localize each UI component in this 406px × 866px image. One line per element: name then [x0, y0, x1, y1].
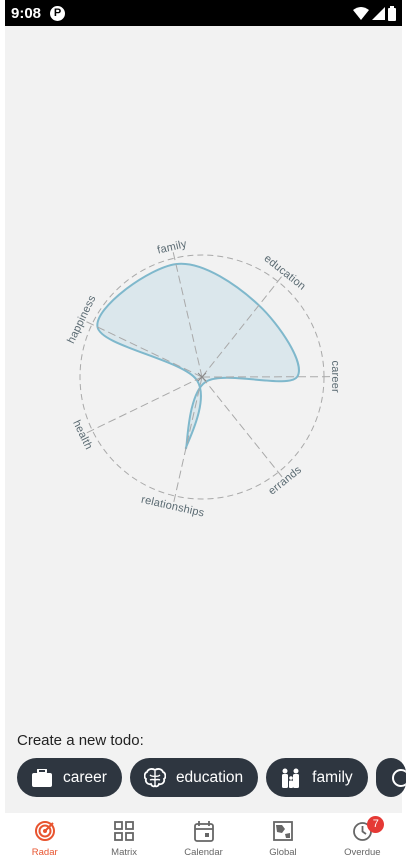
- chip-career[interactable]: career: [17, 758, 122, 797]
- axis-label-family: family: [156, 238, 188, 256]
- nav-calendar[interactable]: Calendar: [164, 813, 243, 866]
- brain-icon: [143, 767, 166, 789]
- frame-edge-right: [402, 0, 406, 866]
- axis-line-happiness: [86, 321, 203, 378]
- radar-chart[interactable]: familyeducationcareererrandsrelationship…: [5, 26, 402, 726]
- status-icons: [353, 5, 396, 21]
- main-content: family education career errands relationship…: [5, 26, 406, 813]
- briefcase-icon: [31, 767, 53, 789]
- bottom-navigation: Radar Matrix Calendar Global 7 Overdue: [5, 813, 402, 866]
- nav-label: Calendar: [184, 847, 223, 858]
- axis-line-health: [86, 376, 203, 434]
- status-bar: 9:08 P: [5, 0, 402, 26]
- nav-radar[interactable]: Radar: [5, 813, 84, 866]
- nav-matrix[interactable]: Matrix: [84, 813, 163, 866]
- center-marker: [197, 372, 207, 382]
- axis-label-relationships: relationships: [140, 494, 206, 520]
- axis-line-errands: [201, 376, 283, 478]
- nav-global[interactable]: Global: [243, 813, 322, 866]
- status-time: 9:08: [11, 5, 42, 22]
- create-todo-label: Create a new todo:: [17, 732, 144, 749]
- partial-chip-icon: [390, 767, 406, 789]
- axis-label-errands: errands: [266, 464, 304, 498]
- nav-label: Global: [269, 847, 297, 858]
- nav-label: Matrix: [111, 847, 138, 858]
- battery-icon: [388, 5, 396, 21]
- overdue-badge: 7: [367, 816, 385, 833]
- axis-label-career: career: [329, 360, 341, 393]
- chip-label: education: [175, 768, 244, 786]
- chip-family[interactable]: family: [266, 758, 368, 797]
- wifi-icon: [353, 6, 369, 20]
- nav-label: Radar: [31, 847, 58, 858]
- axis-line-family: [172, 252, 203, 378]
- global-icon: [272, 820, 294, 842]
- radar-icon: [34, 820, 56, 842]
- axis-label-happiness: happiness: [65, 293, 98, 345]
- axis-label-health: health: [70, 418, 94, 451]
- signal-icon: [372, 6, 385, 20]
- axis-line-relationships: [173, 376, 203, 502]
- chip-label: family: [312, 768, 353, 786]
- calendar-icon: [193, 820, 215, 842]
- chip-education[interactable]: education: [129, 758, 259, 797]
- category-chips: career education family: [17, 758, 406, 798]
- axis-line-education: [201, 276, 282, 378]
- frame-edge-left: [0, 0, 5, 866]
- nav-overdue[interactable]: 7 Overdue: [323, 813, 402, 866]
- chip-partial[interactable]: [375, 758, 406, 797]
- radar-shape: [96, 262, 300, 450]
- chip-label: career: [63, 768, 107, 786]
- nav-label: Overdue: [344, 847, 381, 858]
- app-notification-icon: P: [50, 6, 65, 21]
- family-icon: [280, 767, 302, 789]
- matrix-icon: [113, 820, 135, 842]
